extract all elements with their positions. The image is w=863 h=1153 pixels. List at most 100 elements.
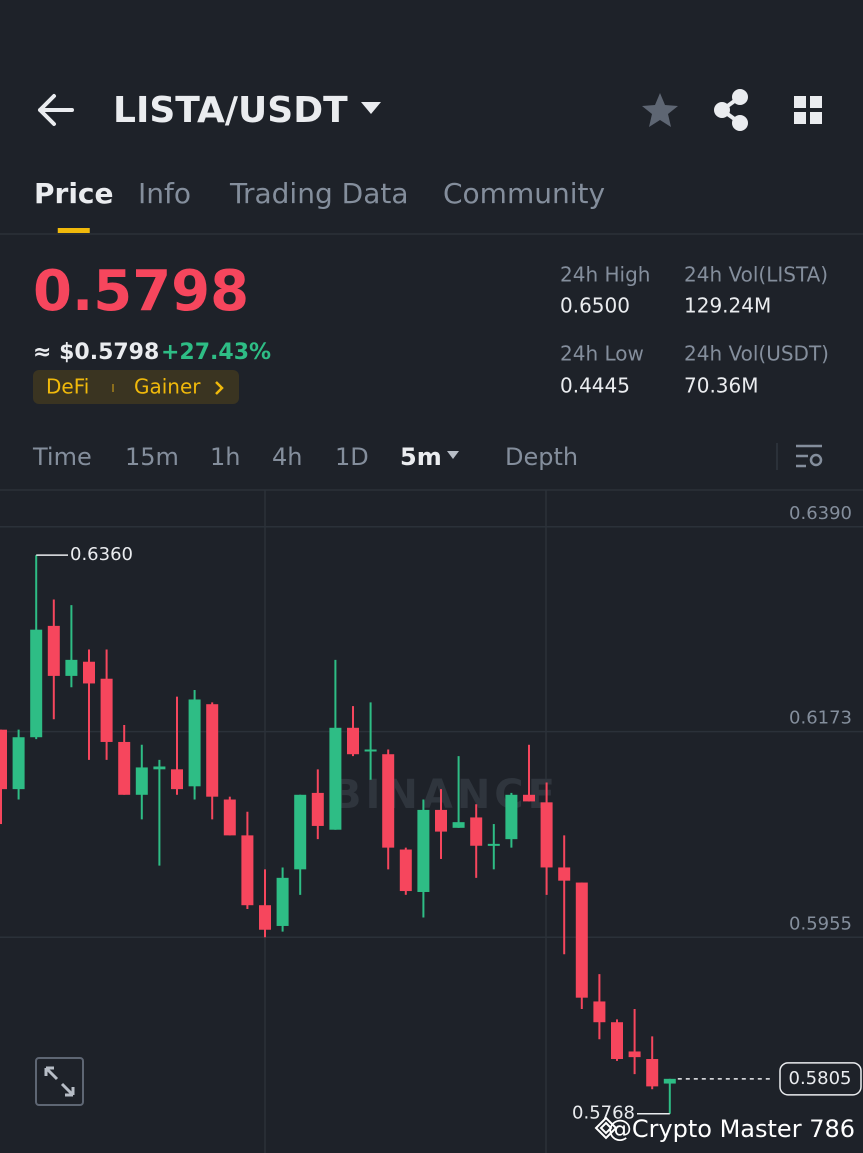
tag-pill[interactable]: DeFi Gainer xyxy=(33,370,239,404)
back-arrow xyxy=(38,94,74,126)
y-tick-label: 0.6173 xyxy=(789,708,852,729)
candle-body xyxy=(470,817,483,846)
stat-value: 70.36M xyxy=(684,374,759,398)
candle-body xyxy=(188,699,201,787)
grid-square xyxy=(810,96,822,108)
interval[interactable]: 1h xyxy=(210,443,240,471)
share-icon[interactable] xyxy=(714,89,748,131)
candle-body xyxy=(171,769,183,790)
candle-body xyxy=(399,849,412,892)
overlay-watermark: @Crypto Master 786 xyxy=(608,1115,855,1143)
candle-body xyxy=(593,1001,606,1023)
grid-square xyxy=(810,112,822,124)
grid-square xyxy=(794,112,806,124)
candle-body xyxy=(575,882,588,998)
candle-body xyxy=(505,794,518,840)
tab[interactable]: Price xyxy=(34,177,114,210)
candle-body xyxy=(30,629,43,738)
candle-body xyxy=(259,905,271,930)
tab-underline xyxy=(57,228,90,233)
candle-body xyxy=(311,792,324,826)
watermark-logo xyxy=(594,1116,618,1140)
candle-body xyxy=(241,835,254,906)
tag: Gainer xyxy=(134,375,201,399)
tag-separator xyxy=(112,384,114,392)
interval[interactable]: 4h xyxy=(272,443,302,471)
tag-background xyxy=(33,370,239,404)
candle-body xyxy=(47,625,60,676)
icon-gear xyxy=(809,453,823,467)
usd-price: ≈ $0.5798 xyxy=(33,340,159,365)
candle-body xyxy=(65,659,78,676)
last-price-box xyxy=(779,1062,862,1096)
stat-label: 24h Low xyxy=(560,342,644,366)
interval[interactable]: Depth xyxy=(505,443,578,471)
candle-body xyxy=(452,822,465,828)
favorite-icon[interactable] xyxy=(642,93,678,127)
candle-body xyxy=(646,1059,659,1087)
chart-settings-icon[interactable] xyxy=(796,444,823,468)
button-frame xyxy=(35,1057,84,1106)
tag: DeFi xyxy=(46,375,89,399)
interval-dropdown[interactable] xyxy=(447,451,459,459)
candle-body xyxy=(628,1051,641,1058)
candle-body xyxy=(487,843,500,846)
candle-body xyxy=(347,727,359,755)
share-node xyxy=(732,115,748,131)
stat-value: 129.24M xyxy=(684,294,771,318)
pair-dropdown[interactable] xyxy=(361,102,381,114)
high-label: 0.6360 xyxy=(70,544,133,565)
interval[interactable]: 15m xyxy=(125,443,179,471)
grid-square xyxy=(794,96,806,108)
last-price: 0.5798 xyxy=(33,259,249,324)
last-price-label: 0.5805 xyxy=(789,1068,852,1089)
candle-body xyxy=(417,809,430,892)
candle-body xyxy=(118,741,131,795)
price-change: +27.43% xyxy=(161,340,271,365)
tab[interactable]: Trading Data xyxy=(229,177,409,210)
grid-icon[interactable] xyxy=(794,96,822,124)
tab[interactable]: Community xyxy=(443,177,605,210)
interval[interactable]: Time xyxy=(32,443,92,471)
candle-body xyxy=(329,727,342,830)
candle-body xyxy=(153,766,166,770)
pair-title[interactable]: LISTA/USDT xyxy=(113,90,348,131)
fullscreen-button[interactable] xyxy=(35,1057,84,1106)
stat-value: 0.6500 xyxy=(560,294,630,318)
y-tick-label: 0.5955 xyxy=(789,913,852,934)
stat-label: 24h Vol(USDT) xyxy=(684,342,829,366)
candle-body xyxy=(611,1022,623,1060)
candle-body xyxy=(206,704,219,797)
share-node xyxy=(714,102,730,118)
interval[interactable]: 5m xyxy=(400,443,442,471)
candle-body xyxy=(382,754,395,848)
candle-body xyxy=(663,1078,676,1084)
candle-body xyxy=(364,749,377,752)
low-label: 0.5768 xyxy=(572,1103,635,1124)
candle-body xyxy=(135,767,148,795)
candle-body xyxy=(523,794,535,802)
candle-body xyxy=(435,809,447,832)
candle-body xyxy=(540,802,553,868)
back-button[interactable] xyxy=(38,94,74,126)
candle-body xyxy=(100,678,113,742)
share-node xyxy=(732,89,748,105)
stat-label: 24h High xyxy=(560,263,650,287)
candle-body xyxy=(12,737,25,790)
expand-arrows xyxy=(44,1066,75,1097)
y-tick-label: 0.6390 xyxy=(789,503,852,524)
candle-body xyxy=(294,794,307,870)
candle-body xyxy=(558,867,571,881)
candlestick-chart: BINANCE 0.63900.61730.59550.63600.57680.… xyxy=(0,490,863,1153)
interval[interactable]: 1D xyxy=(335,443,369,471)
logo-diamond xyxy=(594,1116,618,1140)
stat-value: 0.4445 xyxy=(560,374,630,398)
candle-body xyxy=(0,729,7,790)
stat-label: 24h Vol(LISTA) xyxy=(684,263,828,287)
candle-body xyxy=(223,799,236,836)
candle-body xyxy=(276,877,289,926)
tab[interactable]: Info xyxy=(138,177,191,210)
